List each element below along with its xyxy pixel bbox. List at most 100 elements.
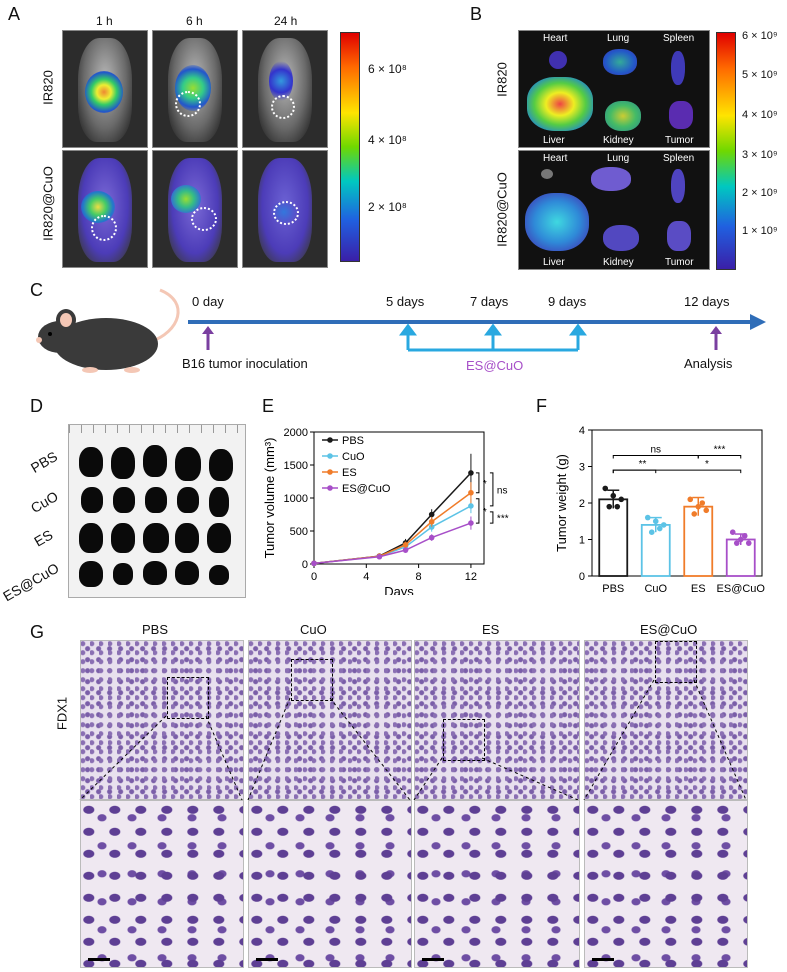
colorbar-a [340, 32, 360, 262]
data-point-f [644, 514, 651, 521]
y-tick-label-f: 0 [579, 571, 585, 583]
colorbar-b [716, 32, 736, 270]
y-tick-label-f: 3 [579, 462, 585, 474]
organ-label-tumor-2: Tumor [665, 257, 694, 268]
significance-bracket-f [612, 469, 742, 474]
data-point-f [691, 511, 698, 517]
mouse-image-ir820cuo-1h [62, 150, 148, 268]
data-point-f [703, 507, 710, 514]
organ-label-kidney: Kidney [603, 135, 634, 146]
data-point-f [648, 529, 655, 535]
organ-label-spleen: Spleen [663, 33, 695, 44]
y-tick-label-e: 1000 [284, 493, 308, 505]
histo-zoom-pbs [80, 800, 244, 968]
tumor-photo [68, 424, 246, 598]
data-point-e [468, 470, 474, 476]
legend-marker-e [327, 469, 333, 475]
histo-zoom-es [414, 800, 580, 968]
significance-bracket-f [697, 455, 742, 459]
histo-label-cuo: CuO [300, 622, 327, 637]
significance-label-f: *** [714, 445, 726, 456]
significance-label-e: * [483, 507, 487, 518]
data-point-e [428, 511, 435, 518]
data-point-f [660, 522, 667, 528]
data-point-f [737, 536, 744, 543]
mouse-image-ir820-24h [242, 30, 328, 148]
data-point-f [606, 503, 613, 510]
x-tick-label-f: ES@CuO [717, 583, 766, 595]
colorbar-b-tick-2: 2 × 10⁹ [742, 187, 778, 199]
y-tick-label-e: 1500 [284, 460, 308, 472]
data-point-e [428, 524, 435, 530]
data-point-f [741, 533, 748, 539]
data-point-f [687, 496, 694, 503]
significance-bracket-e [475, 472, 480, 494]
organ-label-heart-2: Heart [543, 153, 568, 164]
x-tick-label-f: ES [691, 583, 706, 595]
organ-label-tumor: Tumor [665, 135, 694, 146]
histo-label-escuo: ES@CuO [640, 622, 698, 637]
time-label-6h: 6 h [186, 14, 203, 28]
colorbar-a-tick-4: 4 × 10⁸ [368, 133, 407, 147]
timepoint-9: 9 days [548, 294, 587, 309]
scale-bar-4 [592, 958, 614, 961]
colorbar-b-tick-4: 4 × 10⁹ [742, 109, 778, 121]
panel-label-d: D [30, 396, 43, 416]
panel-label-b: B [470, 4, 483, 24]
histo-zoom-escuo [584, 800, 748, 968]
treatment-label: ES@CuO [466, 358, 524, 373]
legend-marker-e [327, 485, 333, 491]
organ-label-spleen-2: Spleen [663, 153, 695, 164]
colorbar-b-tick-5: 5 × 10⁹ [742, 69, 778, 81]
data-point-e [428, 534, 435, 541]
scale-bar-2 [256, 958, 278, 961]
organ-label-lung-2: Lung [607, 153, 630, 164]
panel-label-g: G [30, 622, 45, 642]
significance-label-f: * [705, 459, 709, 470]
data-point-f [614, 503, 621, 510]
panel-label-c: C [30, 280, 43, 300]
panel-label-e: E [262, 396, 275, 416]
organ-image-ir820cuo: Heart Lung Spleen Liver Kidney Tumor [518, 150, 710, 270]
data-point-f [610, 492, 617, 499]
data-point-f [652, 518, 659, 525]
timepoint-5: 5 days [386, 294, 425, 309]
colorbar-b-tick-6: 6 × 10⁹ [742, 30, 778, 42]
significance-label-f: ns [650, 445, 661, 456]
organ-label-liver: Liver [543, 135, 565, 146]
timeline [188, 314, 766, 352]
colorbar-a-tick-2: 2 × 10⁸ [368, 200, 407, 214]
histo-image-es [414, 640, 580, 800]
y-axis-label-e: Tumor volume (mm³) [262, 438, 277, 559]
mouse-image-ir820cuo-24h [242, 150, 328, 268]
legend-marker-e [327, 437, 333, 443]
data-point-e [376, 553, 383, 560]
y-tick-label-f: 2 [579, 498, 585, 510]
panel-label-a: A [8, 4, 21, 24]
colorbar-b-tick-1: 1 × 10⁹ [742, 225, 778, 237]
x-tick-label-e: 0 [311, 571, 317, 583]
organ-label-lung: Lung [607, 33, 630, 44]
time-label-1h: 1 h [96, 14, 113, 28]
data-point-f [618, 496, 625, 503]
data-point-f [733, 540, 740, 546]
data-point-e [468, 503, 474, 509]
histo-label-pbs: PBS [142, 622, 169, 637]
inoculation-label: B16 tumor inoculation [182, 356, 308, 371]
significance-label-f: ** [639, 459, 647, 470]
y-tick-label-f: 4 [579, 425, 585, 437]
organ-image-ir820: Heart Lung Spleen Liver Kidney Tumor [518, 30, 710, 148]
data-point-f [695, 503, 702, 510]
panel-label-f: F [536, 396, 547, 416]
significance-label-e: * [483, 479, 487, 490]
y-axis-label-f: Tumor weight (g) [554, 454, 569, 552]
x-tick-label-f: CuO [644, 583, 667, 595]
x-tick-label-f: PBS [602, 583, 624, 595]
timepoint-0: 0 day [192, 294, 224, 309]
data-point-f [656, 525, 663, 532]
tumor-volume-chart: 0 500 1000 1500 2000 0 4 8 12 Days Tumor volume (m… [262, 427, 509, 595]
significance-bracket-e [475, 498, 480, 524]
legend-label-e: ES [342, 467, 357, 479]
